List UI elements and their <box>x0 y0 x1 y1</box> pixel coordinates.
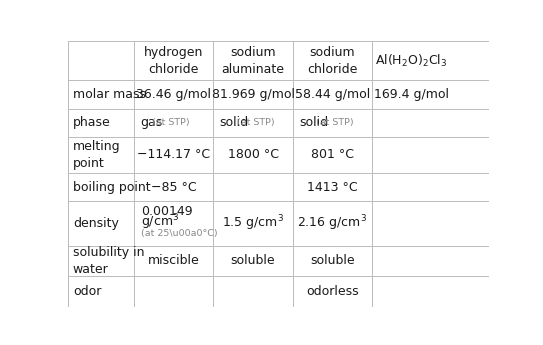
Text: solid: solid <box>299 116 328 129</box>
Text: g/cm$^3$: g/cm$^3$ <box>141 212 179 232</box>
Text: odorless: odorless <box>306 285 358 298</box>
Text: hydrogen
chloride: hydrogen chloride <box>144 46 204 76</box>
Text: 1413 °C: 1413 °C <box>307 180 357 194</box>
Text: (at STP): (at STP) <box>316 118 353 127</box>
Text: density: density <box>73 217 119 230</box>
Text: soluble: soluble <box>310 254 355 267</box>
Text: −85 °C: −85 °C <box>151 180 197 194</box>
Text: solid: solid <box>220 116 249 129</box>
Text: 0.00149: 0.00149 <box>141 205 192 218</box>
Text: soluble: soluble <box>231 254 275 267</box>
Text: (at STP): (at STP) <box>237 118 274 127</box>
Text: solubility in
water: solubility in water <box>73 246 144 276</box>
Text: boiling point: boiling point <box>73 180 150 194</box>
Text: 81.969 g/mol: 81.969 g/mol <box>212 88 294 101</box>
Text: molar mass: molar mass <box>73 88 146 101</box>
Text: 36.46 g/mol: 36.46 g/mol <box>136 88 211 101</box>
Text: 169.4 g/mol: 169.4 g/mol <box>374 88 449 101</box>
Text: sodium
aluminate: sodium aluminate <box>222 46 285 76</box>
Text: sodium
chloride: sodium chloride <box>307 46 357 76</box>
Text: 1.5 g/cm$^3$: 1.5 g/cm$^3$ <box>222 214 284 233</box>
Text: Al(H$_2$O)$_2$Cl$_3$: Al(H$_2$O)$_2$Cl$_3$ <box>375 53 447 69</box>
Text: 58.44 g/mol: 58.44 g/mol <box>294 88 370 101</box>
Text: miscible: miscible <box>148 254 200 267</box>
Text: melting
point: melting point <box>73 140 121 170</box>
Text: −114.17 °C: −114.17 °C <box>137 148 211 161</box>
Text: gas: gas <box>141 116 163 129</box>
Text: 2.16 g/cm$^3$: 2.16 g/cm$^3$ <box>297 214 367 233</box>
Text: odor: odor <box>73 285 102 298</box>
Text: phase: phase <box>73 116 111 129</box>
Text: 801 °C: 801 °C <box>311 148 353 161</box>
Text: (at 25\u00a0°C): (at 25\u00a0°C) <box>141 229 217 238</box>
Text: (at STP): (at STP) <box>152 118 190 127</box>
Text: 1800 °C: 1800 °C <box>228 148 279 161</box>
